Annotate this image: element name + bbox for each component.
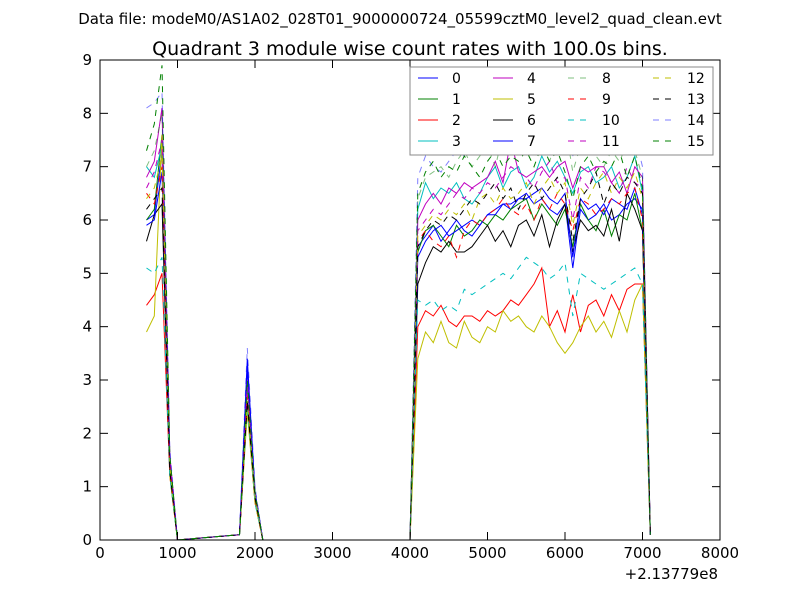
- ticks-layer: 0 1000 2000 3000 4000 5000 6000 7000 80000123456…: [82, 51, 739, 562]
- y-tick-label: 1: [82, 478, 92, 496]
- legend-label: 6: [527, 113, 536, 129]
- legend-label: 4: [527, 71, 536, 87]
- legend-label: 11: [602, 134, 620, 150]
- x-offset-label: +2.13779e8: [625, 565, 718, 583]
- suptitle: Data file: modeM0/AS1A02_028T01_90000007…: [78, 10, 722, 29]
- x-tick-label: 3000: [313, 544, 351, 562]
- y-tick-label: 6: [82, 211, 92, 229]
- x-tick-label: 1000: [158, 544, 196, 562]
- legend-label: 13: [687, 92, 705, 108]
- x-tick-label: 6000: [546, 544, 584, 562]
- x-tick-label: 2000: [236, 544, 274, 562]
- x-tick-label: 5000: [468, 544, 506, 562]
- legend-label: 7: [527, 134, 536, 150]
- x-tick-label: 4000: [391, 544, 429, 562]
- y-tick-label: 8: [82, 104, 92, 122]
- x-tick-label: 8000: [701, 544, 739, 562]
- legend-label: 14: [687, 113, 705, 129]
- y-tick-label: 5: [82, 264, 92, 282]
- y-tick-label: 7: [82, 158, 92, 176]
- legend-label: 12: [687, 71, 705, 87]
- legend-label: 0: [452, 71, 461, 87]
- legend-label: 8: [602, 71, 611, 87]
- y-tick-label: 2: [82, 424, 92, 442]
- y-tick-label: 9: [82, 51, 92, 69]
- legend-label: 1: [452, 92, 461, 108]
- legend-label: 15: [687, 134, 705, 150]
- y-tick-label: 3: [82, 371, 92, 389]
- series-layer: [146, 65, 651, 540]
- legend-label: 9: [602, 92, 611, 108]
- series-line-13: [146, 170, 651, 540]
- y-tick-label: 0: [82, 531, 92, 549]
- y-tick-label: 4: [82, 318, 92, 336]
- series-line-9: [146, 166, 651, 540]
- legend-label: 2: [452, 113, 461, 129]
- chart-title: Quadrant 3 module wise count rates with …: [152, 38, 668, 60]
- legend-label: 10: [602, 113, 620, 129]
- legend-label: 5: [527, 92, 536, 108]
- legend-box: [409, 66, 714, 156]
- legend-label: 3: [452, 134, 461, 150]
- x-tick-label: 0: [95, 544, 105, 562]
- x-tick-label: 7000: [623, 544, 661, 562]
